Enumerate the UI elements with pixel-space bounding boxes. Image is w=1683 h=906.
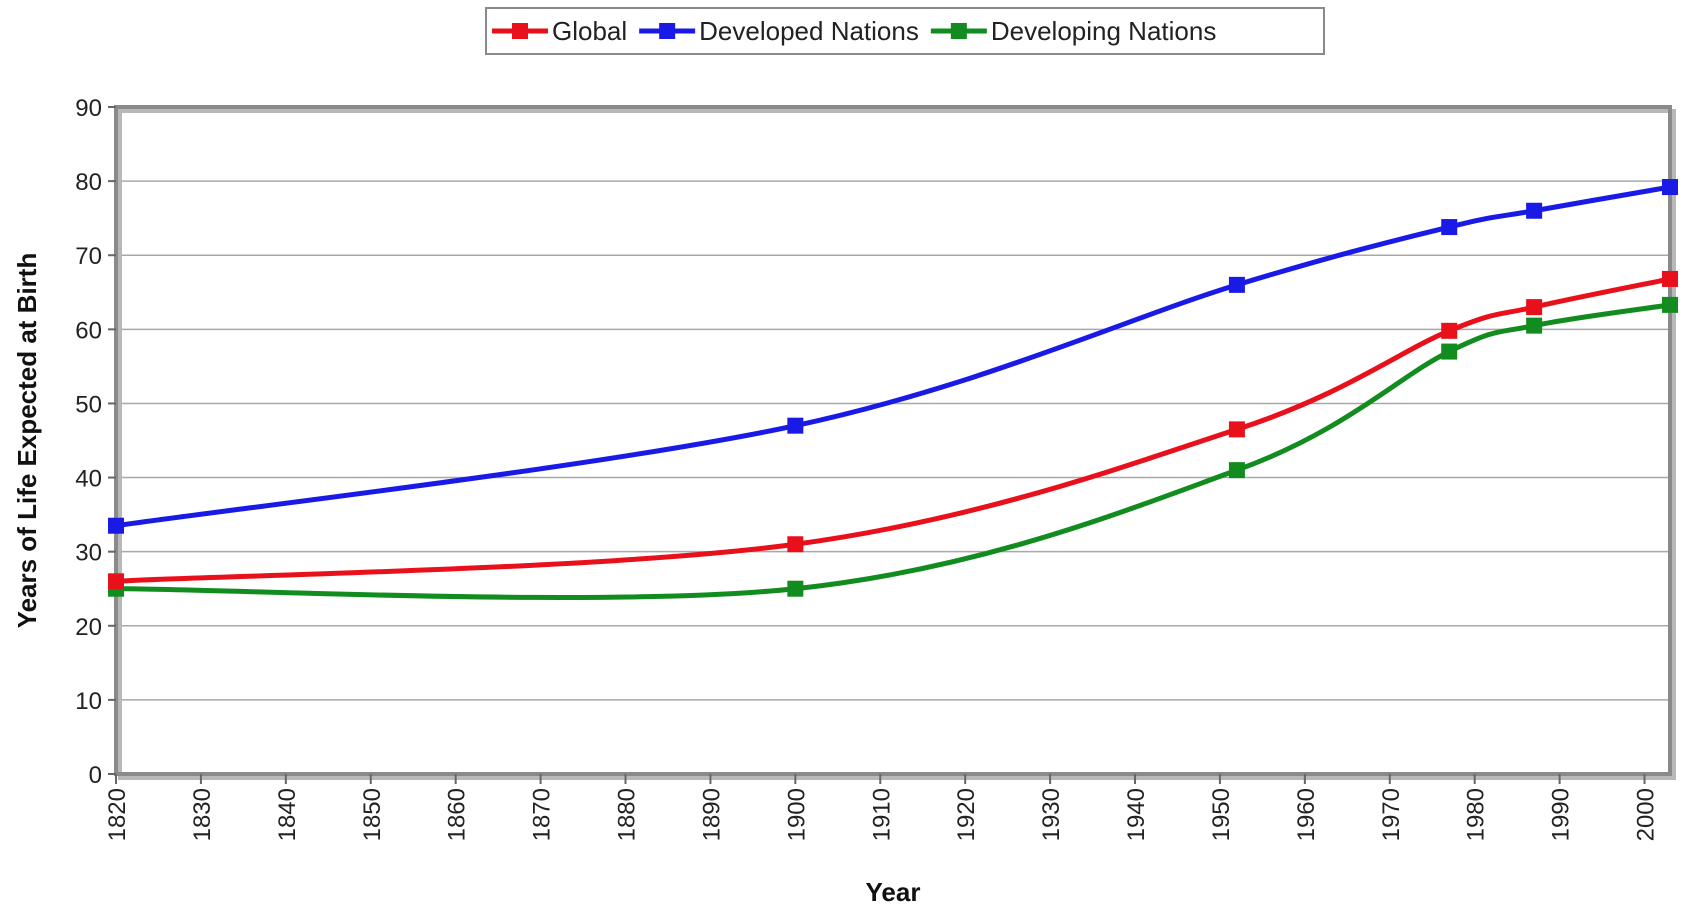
x-tick-label-1930: 1930 (1038, 788, 1065, 841)
y-tick-label-0: 0 (89, 762, 102, 789)
y-tick-label-30: 30 (75, 540, 102, 567)
grid (116, 180, 1670, 701)
point-global-1900 (787, 536, 804, 553)
x-axis-ticks: 1820 1830 1840 1850 1860 1870 1880 1890 1900 1910… (104, 774, 1660, 841)
plot-frame-shadow (118, 109, 1676, 780)
x-tick-label-1970: 1970 (1378, 788, 1405, 841)
series-global (108, 270, 1678, 590)
x-tick-label-1870: 1870 (529, 788, 556, 841)
point-developing-nations-2003 (1662, 296, 1678, 313)
point-global-2003 (1662, 270, 1678, 287)
legend-marker-developing-nations (950, 23, 967, 39)
y-tick-label-90: 90 (75, 95, 102, 122)
legend-label-developing-nations: Developing Nations (991, 16, 1216, 46)
x-tick-label-1990: 1990 (1548, 788, 1575, 841)
y-tick-label-60: 60 (75, 317, 102, 344)
point-developing-nations-1987 (1526, 317, 1543, 334)
x-tick-label-1940: 1940 (1123, 788, 1150, 841)
plot-frame (114, 105, 1676, 780)
series-line-developing-nations (113, 302, 1673, 601)
x-tick-label-1980: 1980 (1463, 788, 1490, 841)
legend-marker-global (512, 23, 528, 39)
x-tick-label-1950: 1950 (1208, 788, 1235, 841)
y-tick-label-50: 50 (75, 391, 102, 418)
y-tick-label-10: 10 (75, 688, 102, 715)
x-tick-label-1840: 1840 (274, 788, 301, 841)
x-tick-label-1820: 1820 (104, 788, 131, 841)
legend: Global Developed Nations Developing Nation… (485, 7, 1325, 55)
point-developed-nations-1900 (787, 417, 804, 434)
point-developed-nations-1820 (108, 517, 124, 534)
point-global-1820 (108, 573, 124, 590)
x-tick-label-1960: 1960 (1293, 788, 1320, 841)
x-tick-label-1910: 1910 (868, 788, 895, 841)
series-line-global (113, 276, 1673, 584)
y-tick-label-80: 80 (75, 169, 102, 196)
x-tick-label-2000: 2000 (1633, 788, 1660, 841)
point-global-1952 (1228, 421, 1245, 438)
x-tick-label-1850: 1850 (359, 788, 386, 841)
y-axis-ticks: 0 10 20 30 40 50 60 70 80 90 (75, 95, 116, 789)
point-global-1977 (1441, 322, 1458, 339)
point-developed-nations-1977 (1441, 219, 1458, 236)
point-global-1987 (1526, 299, 1543, 316)
legend-entry-developing-nations: Developing Nations (930, 16, 1216, 46)
series-line-developed-nations (113, 184, 1673, 529)
series-developed-nations (108, 179, 1678, 534)
y-tick-label-70: 70 (75, 243, 102, 270)
y-axis-title: Years of Life Expected at Birth (12, 253, 42, 629)
point-developing-nations-1977 (1441, 343, 1458, 360)
point-developed-nations-1952 (1228, 276, 1245, 293)
legend-label-developed-nations: Developed Nations (699, 16, 919, 46)
x-tick-label-1830: 1830 (189, 788, 216, 841)
legend-marker-developed-nations (659, 23, 676, 39)
plot-frame-border (114, 105, 1672, 776)
y-tick-label-20: 20 (75, 614, 102, 641)
legend-entry-developed-nations: Developed Nations (639, 16, 919, 46)
x-tick-label-1880: 1880 (614, 788, 641, 841)
y-tick-label-40: 40 (75, 466, 102, 493)
legend-label-global: Global (552, 16, 627, 46)
legend-entry-global: Global (492, 16, 627, 46)
point-developed-nations-2003 (1662, 179, 1678, 196)
x-tick-label-1920: 1920 (953, 788, 980, 841)
legend-box (485, 7, 1325, 55)
point-developing-nations-1900 (787, 580, 804, 597)
series-layer (108, 179, 1678, 601)
x-tick-label-1890: 1890 (698, 788, 725, 841)
x-axis-title: Year (866, 877, 921, 906)
x-tick-label-1900: 1900 (783, 788, 810, 841)
x-tick-label-1860: 1860 (444, 788, 471, 841)
point-developed-nations-1987 (1526, 202, 1543, 219)
point-developing-nations-1952 (1228, 462, 1245, 479)
